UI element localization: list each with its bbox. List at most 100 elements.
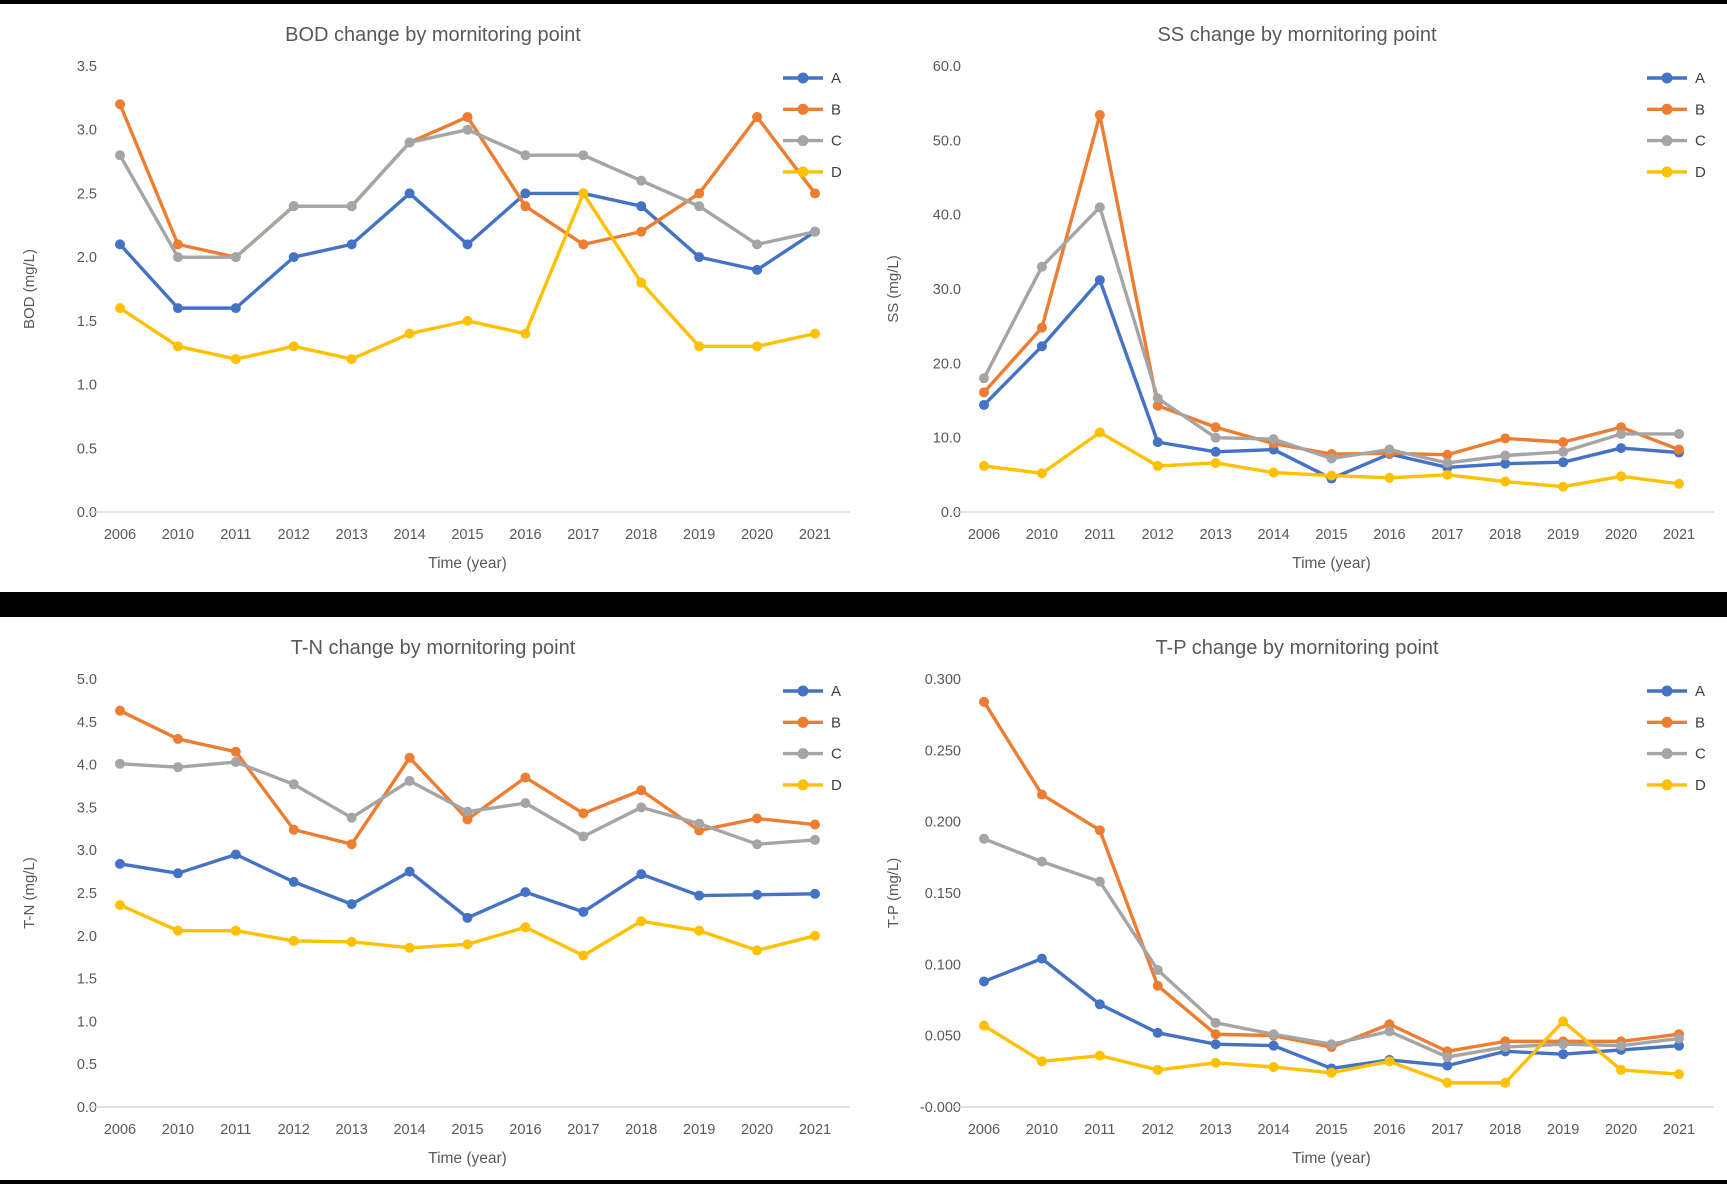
series-D-marker (636, 916, 647, 927)
chart-title: T-P change by mornitoring point (1155, 637, 1439, 659)
series-D-marker (1326, 470, 1337, 481)
series-D-marker (578, 188, 589, 199)
legend-label-C: C (831, 746, 842, 763)
y-axis-tick-label: 0.0 (941, 505, 961, 521)
chart-bod: BOD change by mornitoring point 3.5 3.0 2.5… (0, 4, 863, 592)
legend-entry-D: D (1647, 777, 1706, 794)
x-axis-tick-label: 2010 (162, 527, 194, 543)
series-C-marker (1326, 1039, 1337, 1050)
series-D-marker (752, 945, 763, 956)
legend-label-B: B (1695, 101, 1705, 118)
y-axis-tick-label: 0.050 (925, 1029, 961, 1045)
y-axis-tick-label: 0.250 (925, 743, 961, 759)
series-C-line (118, 128, 817, 259)
x-axis-tick-label: 2016 (509, 1122, 541, 1138)
series-D-marker (1036, 1056, 1047, 1067)
legend-marker-D (797, 166, 809, 178)
series-C-marker (520, 150, 531, 161)
series-A-marker (1036, 341, 1047, 352)
series-B-marker (1094, 825, 1105, 836)
series-C-marker (462, 806, 473, 817)
series-C-marker (172, 252, 183, 263)
series-C-marker (578, 831, 589, 842)
series-D-marker (404, 328, 415, 339)
series-A-marker (1210, 446, 1221, 457)
y-axis-tick-label: 1.5 (77, 314, 97, 330)
y-axis-tick-label: 0.200 (925, 815, 961, 831)
series-C-marker (1384, 444, 1395, 455)
series-D (979, 427, 1684, 492)
series-D-marker (694, 925, 705, 936)
legend-label-C: C (1695, 746, 1706, 763)
legend-marker-C (1661, 748, 1673, 760)
series-D-marker (1500, 476, 1511, 487)
x-axis-tick-label: 2020 (1605, 1122, 1637, 1138)
series-D-marker (1210, 457, 1221, 468)
x-axis-tick-label: 2020 (741, 527, 773, 543)
series-A-marker (694, 890, 705, 901)
series-B-marker (694, 825, 705, 836)
series-C-marker (636, 175, 647, 186)
legend-label-A: A (1695, 683, 1705, 700)
x-axis-tick-label: 2013 (336, 1122, 368, 1138)
x-axis-tick-label: 2021 (1663, 1122, 1695, 1138)
legend-entry-D: D (783, 777, 842, 794)
x-axis-title: Time (year) (1292, 1150, 1371, 1167)
tn-line-chart: T-N change by mornitoring point 5.0 4.5 4.0… (21, 637, 850, 1167)
y-axis-tick-label: 4.0 (77, 758, 97, 774)
series-C-marker (1500, 450, 1511, 461)
series-B-marker (230, 746, 241, 757)
series-D-line (118, 191, 817, 361)
series-D-marker (1674, 478, 1684, 489)
x-axis-tick-label: 2020 (741, 1122, 773, 1138)
series-B-marker (1384, 1019, 1395, 1030)
series-A-marker (1094, 275, 1105, 286)
series-C-marker (810, 226, 820, 237)
x-axis-tick-label: 2013 (336, 527, 368, 543)
series-B-marker (520, 772, 531, 783)
series-A-marker (172, 868, 183, 879)
series-A-marker (1152, 1027, 1163, 1038)
legend-entry-C: C (1647, 133, 1706, 150)
series-D-marker (752, 341, 763, 352)
y-axis-tick-label: 4.5 (77, 715, 97, 731)
y-axis-tick-label: 2.5 (77, 186, 97, 202)
series-D-marker (694, 341, 705, 352)
series-C-marker (1268, 1029, 1279, 1040)
x-axis-tick-label: 2010 (1026, 1122, 1058, 1138)
x-axis-tick-label: 2017 (1431, 1122, 1463, 1138)
series-B-marker (578, 239, 589, 250)
series-C-marker (1616, 428, 1627, 439)
series-C-line (982, 837, 1681, 1059)
x-axis-tick-label: 2006 (968, 527, 1000, 543)
series-A-marker (404, 866, 415, 877)
x-axis-tick-label: 2006 (968, 1122, 1000, 1138)
series-D-marker (520, 922, 531, 933)
legend-entry-B: B (783, 101, 841, 118)
x-axis-tick-label: 2019 (683, 1122, 715, 1138)
x-axis-tick-label: 2015 (1315, 1122, 1347, 1138)
y-axis-tick-label: 0.0 (77, 1100, 97, 1116)
legend-entry-D: D (1647, 164, 1706, 181)
series-B-marker (752, 813, 763, 824)
series-A-marker (346, 239, 357, 250)
series-A-marker (230, 849, 241, 860)
series-B-marker (979, 387, 989, 398)
legend-label-A: A (831, 70, 841, 87)
series-C (115, 124, 820, 263)
legend-label-A: A (831, 683, 841, 700)
legend-marker-B (1661, 716, 1673, 728)
y-axis-title: T-N (mg/L) (21, 857, 38, 929)
x-axis-tick-label: 2015 (451, 1122, 483, 1138)
x-axis-tick-label: 2019 (1547, 1122, 1579, 1138)
series-C-marker (346, 201, 357, 212)
x-axis-tick-label: 2012 (1142, 1122, 1174, 1138)
chart-title: SS change by mornitoring point (1157, 24, 1436, 46)
legend-label-C: C (831, 133, 842, 150)
series-B-marker (1036, 789, 1047, 800)
tp-line-chart: T-P change by mornitoring point 0.300 0.25… (885, 637, 1714, 1167)
chart-title: T-N change by mornitoring point (291, 637, 576, 659)
series-A-marker (346, 899, 357, 910)
